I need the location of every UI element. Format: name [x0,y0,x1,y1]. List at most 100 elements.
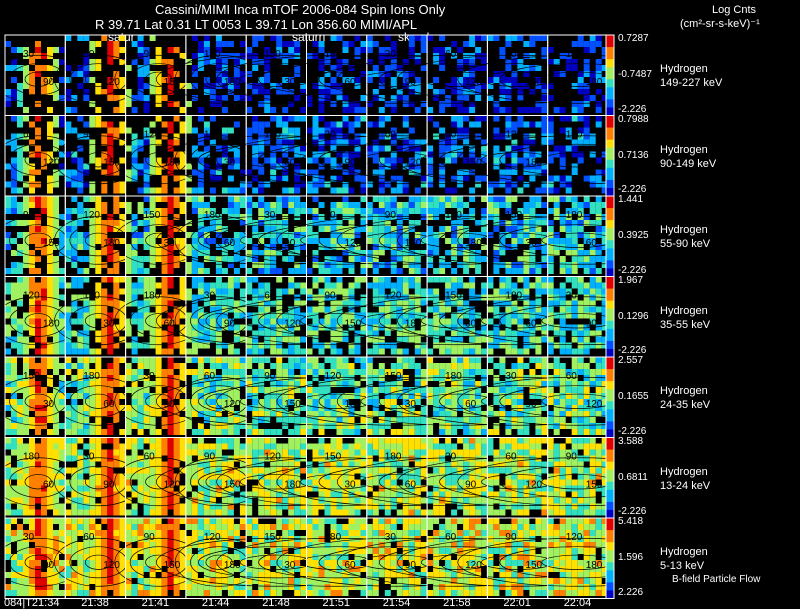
heatmap-cell [17,381,23,387]
heatmap-cell [439,226,446,232]
heatmap-cell [336,65,343,71]
heatmap-cell [137,357,144,363]
heatmap-cell [402,300,409,307]
heatmap-cell [143,127,150,134]
contour-line [129,63,188,96]
contour-label: 120 [43,158,60,169]
heatmap-cell [439,232,446,238]
heatmap-cell [589,375,596,381]
heatmap-cell [523,276,530,283]
heatmap-cell [366,47,373,53]
heatmap-cell [372,262,379,268]
heatmap-cell [475,89,482,95]
heatmap-cell [197,399,204,405]
heatmap-cell [457,348,464,355]
heatmap-cell [191,375,198,381]
heatmap-cell [589,357,596,363]
heatmap-cell [463,387,470,393]
heatmap-cell [264,330,271,337]
heatmap-cell [475,133,482,140]
contour-line [397,54,638,104]
colorbar-step [606,127,614,133]
heatmap-cell [23,381,29,387]
heatmap-cell [565,133,572,140]
heatmap-cell [41,65,47,71]
heatmap-cell [553,59,560,65]
heatmap-cell [59,381,65,387]
heatmap-cell [41,387,47,393]
heatmap-cell [113,107,120,113]
heatmap-cell [559,411,566,417]
heatmap-cell [41,202,47,208]
heatmap-cell [589,151,596,158]
heatmap-cell [547,336,554,343]
heatmap-cell [11,95,17,101]
heatmap-cell [324,71,331,77]
heatmap-cell [439,300,446,307]
heatmap-cell [17,399,23,405]
heatmap-cell [451,429,458,435]
heatmap-cell [95,330,102,337]
heatmap-cell [378,121,385,128]
heatmap-cell [384,115,391,122]
heatmap-cell [131,288,138,295]
heatmap-cell [372,342,379,349]
heatmap-cell [185,417,192,423]
heatmap-cell [125,363,132,369]
heatmap-cell [463,300,470,307]
heatmap-cell [589,276,596,283]
heatmap-cell [215,41,222,47]
heatmap-cell [589,381,596,387]
heatmap-cell [5,202,11,208]
heatmap-cell [282,145,289,152]
heatmap-cell [227,127,234,134]
heatmap-cell [511,411,518,417]
heatmap-cell [408,417,415,423]
heatmap-cell [577,357,584,363]
heatmap-cell [95,163,102,170]
contour-label: 90 [83,130,95,141]
heatmap-cell [252,411,259,417]
heatmap-cell [101,342,108,349]
heatmap-cell [457,336,464,343]
heatmap-cell [595,65,602,71]
heatmap-cell [221,59,228,65]
heatmap-cell [487,330,494,337]
heatmap-cell [360,107,367,113]
heatmap-cell [420,423,427,429]
heatmap-cell [149,226,156,232]
heatmap-cell [366,357,373,363]
heatmap-cell [318,181,325,188]
heatmap-cell [167,250,174,256]
heatmap-cell [583,59,590,65]
heatmap-cell [457,330,464,337]
heatmap-cell [107,77,114,83]
heatmap-cell [209,393,216,399]
heatmap-cell [239,59,246,65]
heatmap-cell [559,175,566,182]
heatmap-cell [83,509,90,516]
heatmap-cell [5,497,11,504]
heatmap-cell [264,65,271,71]
heatmap-cell [414,89,421,95]
heatmap-cell [427,238,434,244]
heatmap-cell [59,503,65,510]
heatmap-cell [197,324,204,331]
heatmap-cell [29,139,35,146]
heatmap-cell [276,83,283,89]
heatmap-cell [505,330,512,337]
heatmap-cell [342,121,349,128]
heatmap-cell [541,47,548,53]
heatmap-cell [390,312,397,319]
heatmap-cell [65,77,72,83]
heatmap-cell [294,417,301,423]
heatmap-cell [571,163,578,170]
heatmap-cell [451,139,458,146]
heatmap-cell [227,175,234,182]
heatmap-cell [107,411,114,417]
heatmap-cell [439,318,446,325]
heatmap-cell [185,423,192,429]
heatmap-cell [493,399,500,405]
heatmap-cell [125,145,132,152]
heatmap-cell [77,244,84,250]
